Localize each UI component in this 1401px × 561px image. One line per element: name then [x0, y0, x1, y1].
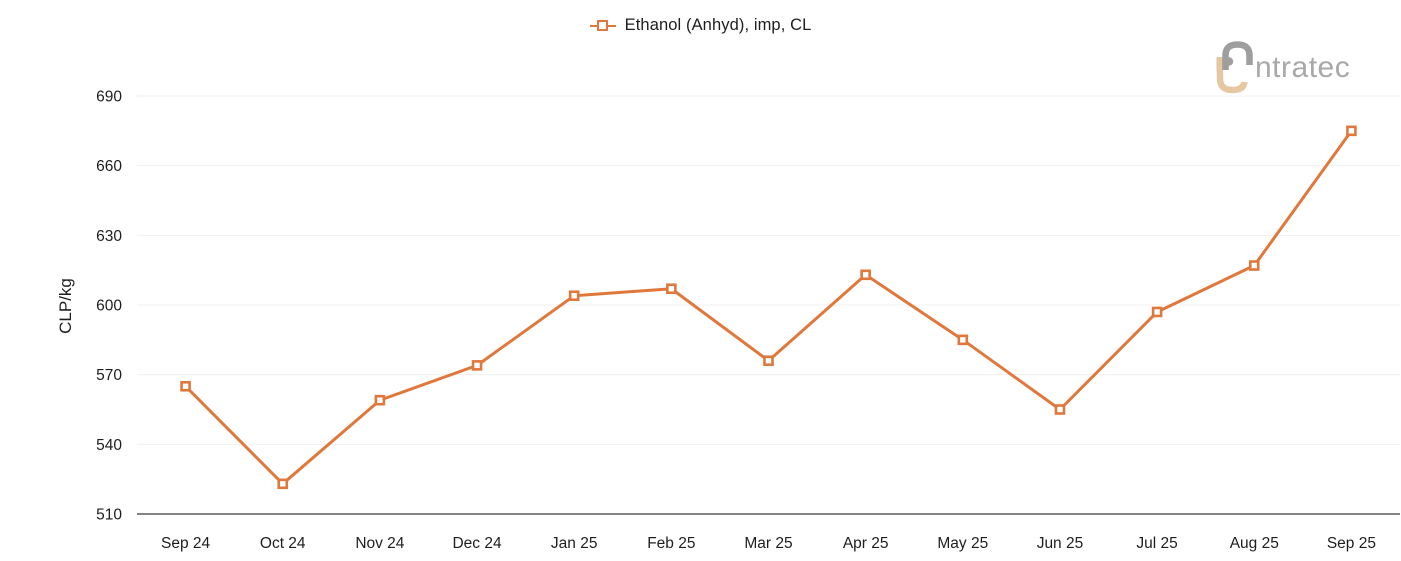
intratec-logo: ntratec: [1214, 41, 1350, 94]
x-tick-label: Feb 25: [647, 535, 695, 552]
y-tick-label: 600: [96, 298, 122, 315]
data-point-marker[interactable]: [1248, 260, 1260, 271]
x-tick-label: May 25: [937, 535, 988, 552]
data-point-marker[interactable]: [180, 380, 191, 392]
x-tick-label: Apr 25: [843, 535, 889, 552]
x-tick-label: Nov 24: [355, 535, 404, 552]
series-line: [184, 129, 1353, 486]
x-tick-label: Sep 24: [161, 535, 211, 552]
data-point-marker[interactable]: [666, 283, 677, 295]
legend-marker-icon: [589, 19, 616, 32]
intratec-logo-icon: [1216, 41, 1253, 94]
data-point-marker[interactable]: [568, 290, 580, 302]
x-tick-label: Jul 25: [1136, 535, 1177, 552]
y-tick-label: 510: [96, 507, 122, 524]
legend-square-marker-icon: [596, 19, 608, 31]
data-point-marker[interactable]: [277, 478, 289, 490]
logo-arc-top: [1222, 41, 1253, 70]
x-tick-label: Aug 25: [1230, 535, 1279, 552]
y-tick-label: 540: [96, 437, 122, 454]
legend-label: Ethanol (Anhyd), imp, CL: [624, 16, 812, 34]
x-tick-label: Sep 25: [1327, 535, 1376, 552]
y-tick-label: 570: [96, 367, 122, 384]
data-point-marker[interactable]: [860, 269, 871, 281]
logo-arc-bottom: [1216, 72, 1248, 94]
x-tick-label: Oct 24: [260, 535, 306, 552]
y-tick-label: 630: [96, 228, 122, 245]
intratec-logo-text: ntratec: [1255, 50, 1351, 84]
y-tick-label: 690: [96, 89, 122, 106]
data-point-marker[interactable]: [1346, 125, 1357, 137]
data-point-marker[interactable]: [957, 334, 969, 346]
y-tick-label: 660: [96, 158, 122, 175]
x-tick-label: Mar 25: [744, 535, 792, 552]
data-point-marker[interactable]: [1054, 404, 1066, 415]
x-tick-label: Dec 24: [452, 535, 501, 552]
legend[interactable]: Ethanol (Anhyd), imp, CL: [0, 16, 1401, 35]
data-point-marker[interactable]: [471, 360, 483, 371]
x-tick-label: Jun 25: [1037, 535, 1084, 552]
x-tick-label: Jan 25: [551, 535, 598, 552]
data-point-marker[interactable]: [374, 394, 386, 406]
logo-i-stem: [1216, 57, 1223, 73]
data-point-marker[interactable]: [763, 355, 774, 367]
data-point-marker[interactable]: [1151, 306, 1163, 318]
